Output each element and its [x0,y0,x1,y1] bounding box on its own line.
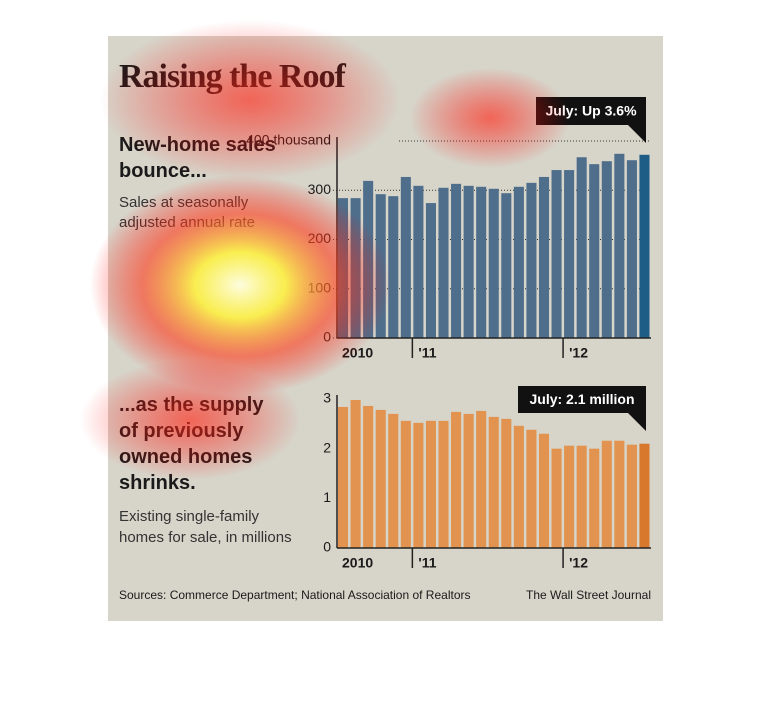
bar [463,185,474,338]
x-tick-label: '11 [418,555,436,571]
bar [388,413,399,548]
bar [564,445,575,548]
bar [338,406,349,548]
source: Sources: Commerce Department; National A… [119,588,471,602]
bar [589,164,600,338]
credit: The Wall Street Journal [526,588,651,602]
x-tick-label: '12 [569,345,588,361]
bar [501,418,512,548]
bar [601,440,612,548]
bar [589,448,600,548]
bar [425,203,436,338]
annotation: July: Up 3.6% [545,103,637,119]
x-tick-label: '11 [418,345,436,361]
chart-subtitle: Sales at seasonally adjusted annual rate [119,194,255,231]
annotation-pointer [628,413,646,431]
bar [388,196,399,338]
annotation-box [518,386,646,413]
bar [614,153,625,338]
y-tick-label: 300 [308,181,332,197]
y-tick-label: 1 [323,489,331,505]
bar [626,160,637,338]
bar [639,154,650,338]
bar [451,411,462,548]
bar [551,170,562,338]
bar [400,176,411,338]
chart-subtitle: Existing single-family homes for sale, i… [119,508,292,546]
x-tick-label: 2010 [342,555,373,571]
title: Raising the Roof [119,58,346,95]
y-tick-label: 100 [308,279,332,295]
y-tick-label: 0 [323,329,331,345]
bar [363,405,374,548]
bar [576,445,587,548]
bar [551,448,562,548]
bar [576,157,587,338]
bar [438,420,449,548]
bar [363,180,374,338]
y-tick-label: 200 [308,230,332,246]
bar [476,186,487,338]
bar [350,399,361,548]
bar [488,416,499,548]
bar [526,182,537,338]
chart-title: New-home sales bounce... [119,134,276,182]
bar [375,409,386,548]
bar [451,183,462,338]
bar [438,187,449,338]
bar [526,429,537,548]
bar [513,425,524,548]
bar [338,198,349,338]
bar [614,440,625,548]
y-tick-label: 0 [323,539,331,555]
bar [488,188,499,338]
x-tick-label: 2010 [342,345,373,361]
chart-title: ...as the supply of previously owned hom… [119,394,264,494]
bar [538,433,550,548]
x-tick-label: '12 [569,555,588,571]
bar [463,413,474,548]
bar [375,194,386,338]
bar [501,193,512,338]
y-tick-label: 3 [323,390,331,406]
bar [476,410,487,548]
annotation-pointer [628,125,646,143]
bar [413,422,424,548]
bar [601,161,612,338]
bar [413,185,424,338]
annotation: July: 2.1 million [529,391,634,407]
bar [425,420,436,548]
bar [538,176,550,338]
bar [564,170,575,338]
y-tick-label: 2 [323,439,331,455]
bar [350,198,361,338]
bar [626,444,637,548]
bar [400,420,411,548]
bar [639,443,650,548]
bar [513,186,524,338]
